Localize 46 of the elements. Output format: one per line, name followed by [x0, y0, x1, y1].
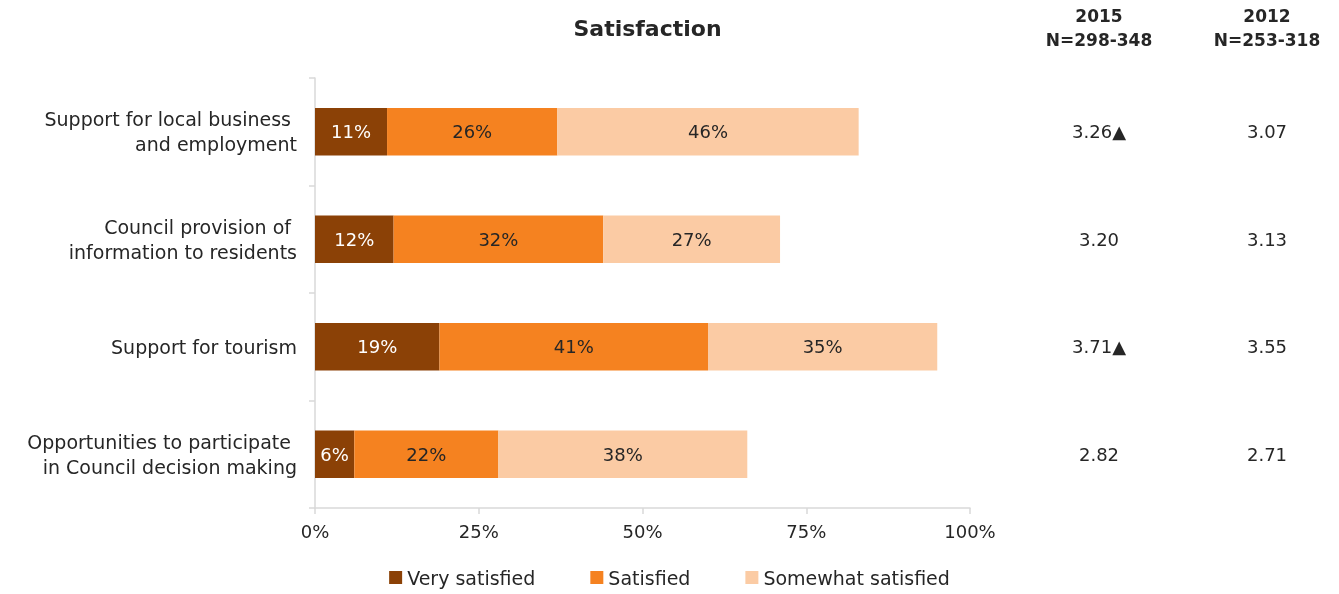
- x-tick-label: 100%: [944, 520, 996, 542]
- bar: [439, 323, 708, 371]
- legend-label: Satisfied: [608, 566, 691, 589]
- data-label: 46%: [687, 121, 729, 143]
- bar: [498, 430, 748, 478]
- data-label: 38%: [602, 443, 643, 465]
- text: 3.26▲: [1072, 121, 1127, 143]
- text: 2.82: [1078, 443, 1120, 465]
- text: 3.13: [1246, 228, 1288, 250]
- bar: [393, 215, 604, 263]
- x-tick-label: 50%: [622, 520, 663, 542]
- x-tick-label: 75%: [786, 520, 827, 542]
- text: 3.71▲: [1072, 336, 1127, 358]
- text: 2015 N=298-348: [1045, 6, 1153, 50]
- data-label: 41%: [553, 336, 594, 358]
- data-label: 22%: [406, 443, 447, 465]
- data-label: 35%: [802, 336, 843, 358]
- data-label: 12%: [334, 228, 375, 250]
- data-label: 26%: [452, 121, 493, 143]
- data-label: 19%: [357, 336, 398, 358]
- text: 3.20: [1078, 228, 1120, 250]
- text: 2012 N=253-318: [1213, 6, 1321, 50]
- chart-title: Satisfaction: [573, 15, 722, 41]
- x-tick-label: 0%: [300, 520, 330, 542]
- bar: [603, 215, 781, 263]
- data-label: 6%: [320, 443, 349, 465]
- text: 2.71: [1246, 443, 1288, 465]
- text: 3.07: [1246, 121, 1288, 143]
- text: 3.55: [1246, 336, 1288, 358]
- y-tick-label: Support for local business and employment: [44, 108, 297, 156]
- bar: [387, 108, 558, 156]
- data-label: 27%: [671, 228, 712, 250]
- bar: [557, 108, 859, 156]
- y-tick-label: Opportunities to participate in Council decision making: [27, 430, 297, 478]
- bar: [315, 215, 394, 263]
- legend-label: Somewhat satisfied: [763, 566, 950, 589]
- bar: [315, 323, 440, 371]
- data-label: 11%: [331, 121, 372, 143]
- bar: [315, 108, 388, 156]
- data-label: 32%: [478, 228, 519, 250]
- bar: [354, 430, 499, 478]
- legend-label: Very satisfied: [407, 566, 536, 589]
- y-tick-label: Council provision of information to residents: [68, 215, 297, 263]
- y-tick-label: Support for tourism: [111, 335, 297, 358]
- x-tick-label: 25%: [458, 520, 499, 542]
- bar: [708, 323, 938, 371]
